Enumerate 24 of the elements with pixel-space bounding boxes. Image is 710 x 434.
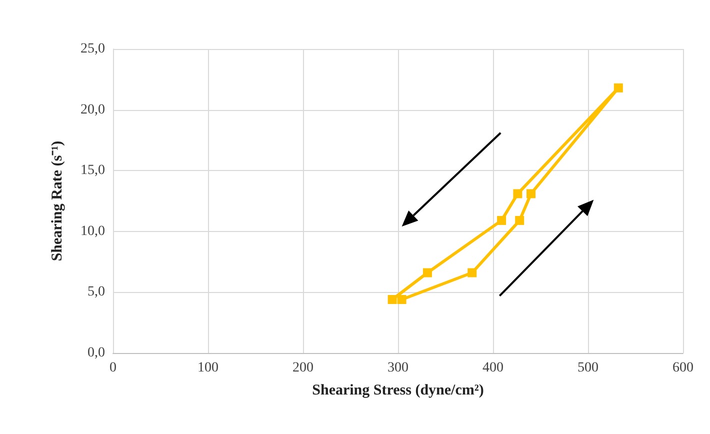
y-tick-label: 15,0 — [80, 163, 105, 178]
point — [515, 216, 524, 225]
y-tick-label: 20,0 — [80, 102, 105, 118]
y-tick-label: 25,0 — [80, 42, 105, 56]
point — [526, 189, 536, 198]
point — [614, 83, 623, 92]
point — [422, 268, 432, 278]
point — [513, 189, 522, 198]
x-tick-label: 500 — [578, 360, 598, 376]
point — [497, 216, 506, 225]
x-axis-title: Shearing Stress (dyne/cm²) — [312, 382, 484, 398]
y-tick-label: 10,0 — [80, 224, 105, 239]
y-tick-label: 0,0 — [88, 346, 105, 360]
point — [397, 294, 406, 304]
point — [468, 268, 477, 278]
y-tick-label: 5,0 — [88, 284, 105, 300]
x-tick-label: 300 — [388, 360, 408, 376]
x-tick-label: 0 — [110, 360, 116, 376]
x-tick-label: 200 — [292, 360, 314, 376]
x-tick-label: 600 — [672, 360, 694, 376]
x-tick-label: 400 — [482, 360, 504, 376]
x-tick-label: 100 — [198, 360, 218, 376]
y-axis-title: Shearing Rate (s⁻¹) — [50, 140, 66, 262]
point — [388, 294, 397, 304]
